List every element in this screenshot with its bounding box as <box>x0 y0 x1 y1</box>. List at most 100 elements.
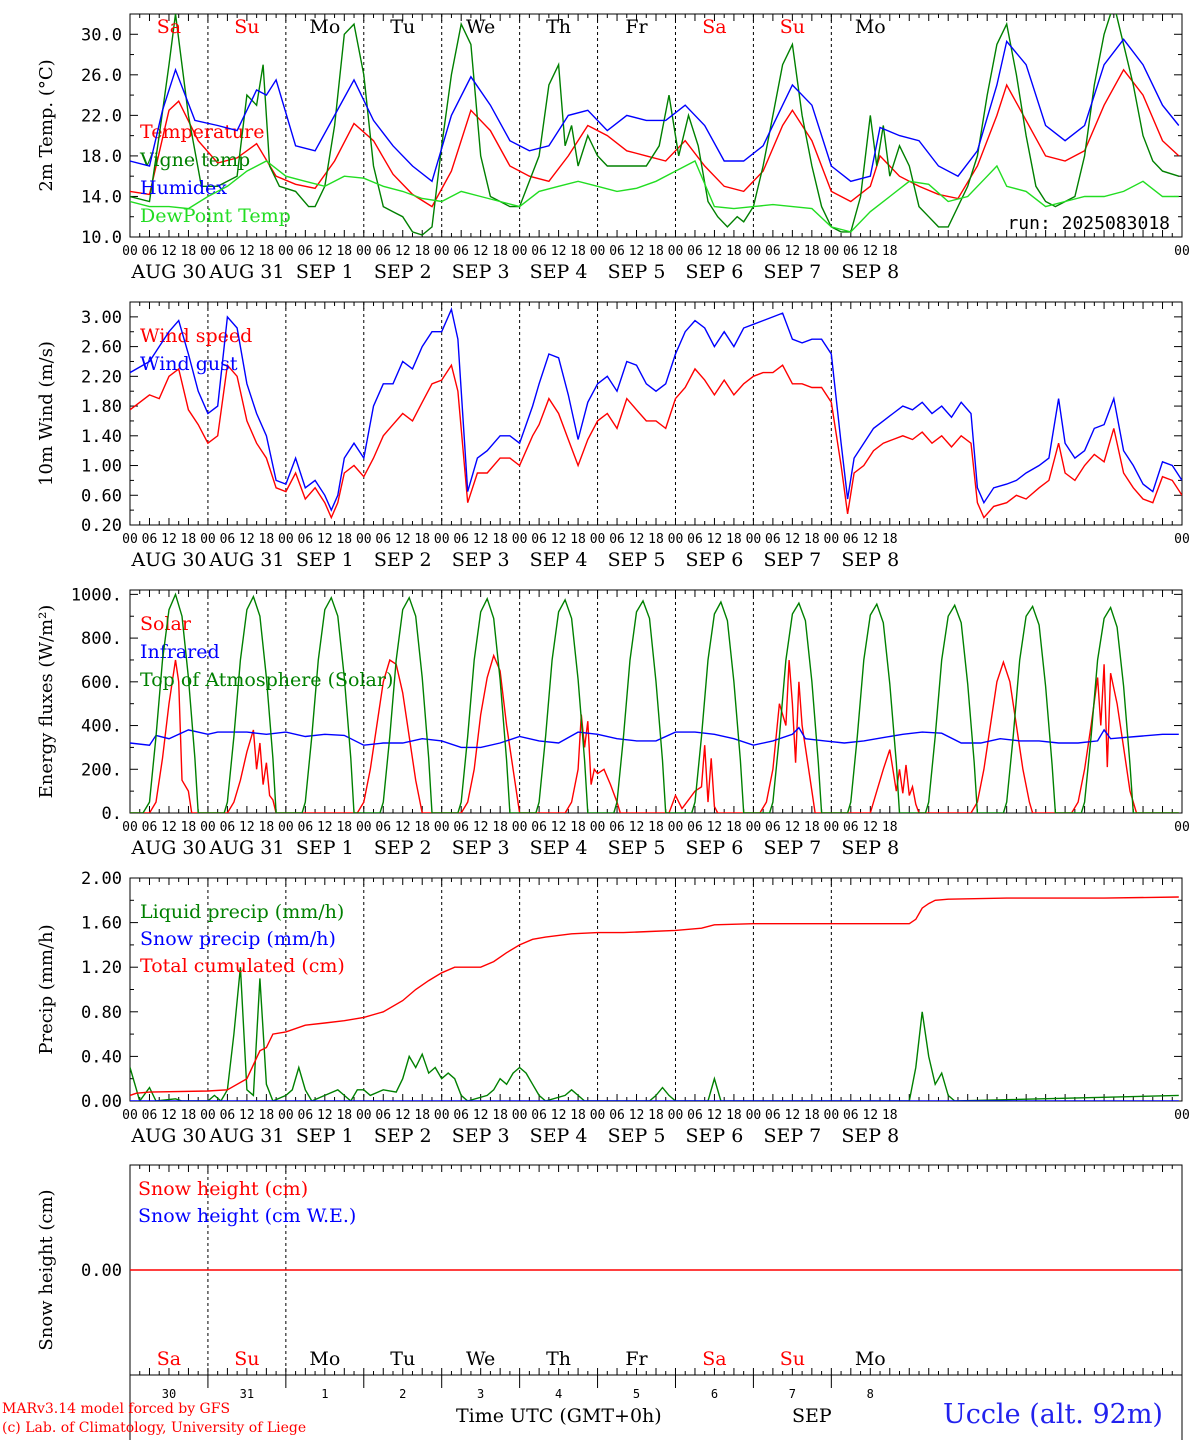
y-tick-label: 600. <box>81 673 122 693</box>
hour-tick-label: 18 <box>414 532 430 547</box>
date-label: AUG 30 <box>130 261 206 283</box>
day-name-label: Su <box>234 16 259 38</box>
date-label: SEP 8 <box>841 261 899 283</box>
legend-entry: Snow height (cm) <box>138 1178 308 1200</box>
lab-label: (c) Lab. of Climatology, University of L… <box>2 1420 307 1436</box>
hour-tick-label: 18 <box>648 244 664 259</box>
hour-tick-label: 18 <box>570 244 586 259</box>
hour-tick-label: 06 <box>687 532 703 547</box>
date-label: AUG 31 <box>208 837 284 859</box>
hour-tick-label: 18 <box>492 532 508 547</box>
hour-tick-label: 12 <box>629 532 645 547</box>
series-line-humidex <box>130 38 1180 183</box>
legend-entry: Vigne temp <box>139 149 250 171</box>
station-label: Uccle (alt. 92m) <box>943 1399 1163 1430</box>
hour-tick-label: 12 <box>473 820 489 835</box>
hour-tick-label: 12 <box>395 820 411 835</box>
hour-tick-label: 12 <box>862 532 878 547</box>
hour-tick-label: 06 <box>453 244 469 259</box>
hour-tick-label: 12 <box>161 820 177 835</box>
hour-tick-label: 06 <box>843 820 859 835</box>
series-line-total-cumulated-cm- <box>130 896 1179 1097</box>
hour-tick-label: 00 <box>746 244 762 259</box>
date-label: SEP 4 <box>530 549 588 571</box>
hour-tick-label: 06 <box>142 532 158 547</box>
legend-entry: Solar <box>140 613 192 635</box>
hour-tick-label: 06 <box>220 532 236 547</box>
hour-tick-label: 12 <box>395 1108 411 1123</box>
series-line-top-of-atmosphere-solar- <box>130 592 1179 813</box>
day-name-label: Sa <box>157 1348 181 1370</box>
hour-tick-label: 12 <box>862 1108 878 1123</box>
hour-tick-label: 12 <box>551 244 567 259</box>
day-name-label: Th <box>546 16 571 38</box>
hour-tick-label: 12 <box>317 244 333 259</box>
date-label: SEP 5 <box>608 837 666 859</box>
date-label: SEP 3 <box>452 837 510 859</box>
hour-tick-label: 18 <box>336 532 352 547</box>
hour-tick-label: 00 <box>824 1108 840 1123</box>
hour-tick-label: 06 <box>765 532 781 547</box>
hour-tick-label: 12 <box>862 820 878 835</box>
hour-tick-label: 12 <box>551 532 567 547</box>
hour-tick-label: 12 <box>317 1108 333 1123</box>
y-tick-label: 1.40 <box>81 427 122 447</box>
y-tick-label: 3.00 <box>81 308 122 328</box>
series-line-dewpoint-temp <box>130 160 1179 233</box>
hour-tick-label: 12 <box>473 1108 489 1123</box>
day-name-label: Th <box>546 1348 571 1370</box>
hour-tick-label: 00 <box>200 820 216 835</box>
hour-tick-label: 06 <box>298 532 314 547</box>
hour-tick-label: 18 <box>414 244 430 259</box>
day-name-label: Mo <box>855 1348 886 1370</box>
date-label: AUG 30 <box>130 1125 206 1147</box>
date-label: SEP 3 <box>452 1125 510 1147</box>
hour-tick-label: 06 <box>609 820 625 835</box>
legend-entry: Temperature <box>140 121 264 143</box>
date-label: SEP 7 <box>763 1125 821 1147</box>
hour-tick-label: 12 <box>629 244 645 259</box>
date-label: AUG 31 <box>208 1125 284 1147</box>
hour-tick-label: 18 <box>882 244 898 259</box>
hour-tick-label: 18 <box>726 1108 742 1123</box>
date-label: SEP 7 <box>763 261 821 283</box>
date-label: AUG 31 <box>208 261 284 283</box>
hour-tick-label: 06 <box>531 532 547 547</box>
date-label: SEP 6 <box>686 549 744 571</box>
hour-tick-label: 00 <box>200 244 216 259</box>
date-label: AUG 30 <box>130 837 206 859</box>
y-tick-label: 26.0 <box>81 66 122 86</box>
hour-tick-label: 00 <box>122 532 138 547</box>
y-tick-label: 400. <box>81 717 122 737</box>
hour-tick-label: 06 <box>609 1108 625 1123</box>
hour-tick-label: 00 <box>824 532 840 547</box>
hour-tick-label: 12 <box>317 820 333 835</box>
date-label: SEP 2 <box>374 261 432 283</box>
hour-tick-label: 06 <box>220 244 236 259</box>
hour-tick-label: 00 <box>278 532 294 547</box>
hour-tick-label: 12 <box>239 244 255 259</box>
hour-tick-label: 18 <box>181 1108 197 1123</box>
legend-entry: Total cumulated (cm) <box>140 955 345 977</box>
panel-frame <box>129 301 1183 526</box>
y-tick-label: 0.40 <box>81 1047 122 1067</box>
y-axis-label: Energy fluxes (W/m²) <box>36 605 57 799</box>
hour-tick-label: 06 <box>453 1108 469 1123</box>
legend-entry: Liquid precip (mm/h) <box>140 901 344 923</box>
y-tick-label: 800. <box>81 629 122 649</box>
hour-tick-label: 06 <box>531 1108 547 1123</box>
hour-tick-label: 06 <box>687 244 703 259</box>
hour-tick-label: 00 <box>746 532 762 547</box>
hour-tick-label: 06 <box>220 1108 236 1123</box>
hour-tick-label: 18 <box>259 244 275 259</box>
hour-tick-label: 00 <box>122 244 138 259</box>
day-number-label: 4 <box>555 1387 562 1401</box>
hour-tick-label: 06 <box>142 244 158 259</box>
hour-tick-label: 06 <box>298 1108 314 1123</box>
hour-tick-label: 00 <box>200 1108 216 1123</box>
month-label: SEP <box>792 1405 832 1427</box>
day-name-label: Sa <box>702 16 726 38</box>
hour-tick-label: 12 <box>551 820 567 835</box>
hour-tick-label: 18 <box>648 1108 664 1123</box>
